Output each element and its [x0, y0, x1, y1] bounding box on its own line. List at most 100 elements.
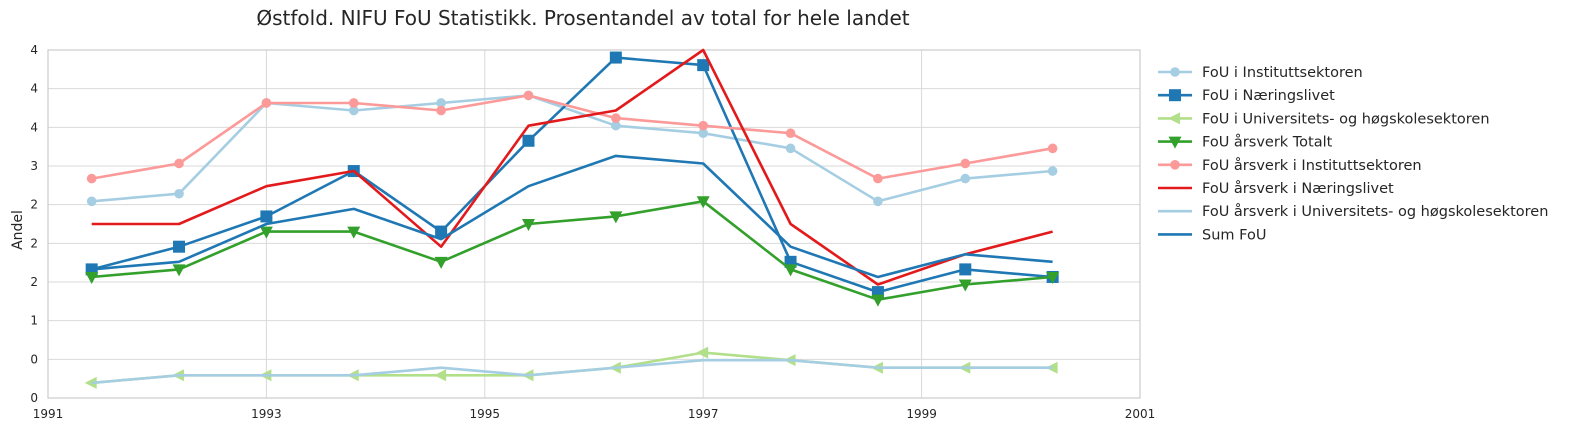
data-point [172, 264, 186, 277]
series-line [91, 94, 1053, 203]
data-point [785, 143, 796, 154]
legend-item: FoU i Instituttsektoren [1158, 65, 1363, 81]
series-6 [91, 48, 1053, 286]
legend: FoU i Instituttsektoren FoU i Næringslive… [1158, 65, 1548, 243]
data-point [871, 294, 885, 307]
data-point [523, 90, 534, 101]
data-point [958, 279, 972, 292]
y-axis-ticks: 0 0 1 2 2 2 3 4 4 4 [30, 43, 38, 405]
data-point [785, 128, 796, 139]
legend-item: FoU årsverk i Universitets- og høgskoles… [1158, 203, 1548, 220]
data-point [698, 128, 708, 139]
data-point [960, 158, 971, 169]
legend-item: FoU årsverk i Næringslivet [1158, 180, 1394, 197]
data-point [522, 134, 535, 147]
data-point [348, 98, 359, 108]
data-point [261, 98, 272, 108]
legend-marker [1170, 67, 1180, 77]
data-point [609, 211, 623, 224]
x-tick-label: 1995 [470, 407, 501, 421]
y-tick-label: 2 [30, 198, 38, 212]
data-point [1046, 271, 1060, 284]
legend-label: FoU i Næringslivet [1202, 88, 1335, 104]
data-point [696, 196, 710, 209]
legend-item: FoU årsverk Totalt [1158, 134, 1333, 151]
series-line [91, 358, 1053, 385]
data-point [521, 219, 535, 231]
data-point [434, 369, 447, 382]
series-line [91, 94, 1053, 180]
legend-label: FoU i Universitets- og høgskolesektoren [1202, 111, 1490, 127]
data-point [85, 271, 99, 284]
legend-label: Sum FoU [1202, 227, 1266, 243]
data-point [609, 51, 622, 64]
legend-item: FoU i Næringslivet [1158, 88, 1335, 104]
y-tick-label: 4 [30, 82, 38, 96]
x-axis-ticks: 1991 1993 1995 1997 1999 2001 [33, 407, 1156, 421]
y-tick-label: 4 [30, 43, 38, 57]
grid-lines [47, 49, 1141, 399]
x-tick-label: 1999 [906, 407, 937, 421]
legend-marker [1168, 112, 1180, 125]
x-tick-label: 2001 [1125, 407, 1156, 421]
series-8 [91, 154, 1053, 279]
data-point [611, 113, 621, 123]
series-line [91, 200, 1053, 302]
data-point [86, 196, 97, 207]
plot-area-frame [47, 49, 1141, 399]
y-tick-label: 3 [30, 159, 38, 173]
x-tick-label: 1993 [251, 407, 282, 421]
legend-label: FoU årsverk i Universitets- og høgskoles… [1202, 203, 1548, 220]
series-line [91, 56, 1053, 294]
data-point [873, 173, 883, 184]
legend-marker [1168, 136, 1182, 149]
x-tick-label: 1991 [33, 407, 64, 421]
data-point [435, 225, 448, 238]
series-layer [84, 48, 1060, 389]
y-tick-label: 2 [30, 236, 38, 250]
data-point [174, 158, 184, 169]
data-point [436, 98, 446, 108]
series-2 [85, 51, 1059, 299]
data-point [959, 263, 972, 276]
series-7 [91, 358, 1053, 385]
legend-item: FoU årsverk i Instituttsektoren [1158, 157, 1422, 174]
legend-marker [1169, 89, 1181, 102]
data-point [1047, 143, 1058, 154]
data-point [260, 210, 273, 223]
data-point [698, 120, 708, 131]
legend-label: FoU årsverk Totalt [1202, 134, 1333, 151]
data-point [259, 226, 273, 239]
y-tick-label: 1 [30, 314, 38, 328]
series-5 [86, 90, 1058, 184]
data-point [696, 346, 709, 359]
series-line [91, 48, 1053, 286]
data-point [436, 105, 446, 116]
y-tick-label: 0 [30, 352, 38, 366]
data-point [86, 173, 97, 184]
x-tick-label: 1997 [688, 407, 719, 421]
legend-label: FoU i Instituttsektoren [1202, 65, 1363, 81]
legend-item: Sum FoU [1158, 227, 1266, 243]
series-line [91, 154, 1053, 279]
data-point [697, 59, 710, 72]
data-point [960, 173, 971, 184]
legend-item: FoU i Universitets- og høgskolesektoren [1158, 111, 1490, 127]
y-tick-label: 0 [30, 391, 38, 405]
data-point [873, 196, 883, 207]
y-axis-label: Andel [10, 210, 26, 250]
legend-marker [1170, 160, 1180, 170]
data-point [1047, 166, 1058, 176]
data-point [434, 256, 448, 269]
series-4 [85, 196, 1060, 307]
y-tick-label: 4 [30, 120, 38, 134]
data-point [784, 264, 798, 277]
y-tick-label: 2 [30, 275, 38, 289]
data-point [348, 105, 359, 116]
data-point [84, 376, 97, 389]
data-point [347, 226, 361, 239]
chart-title: Østfold. NIFU FoU Statistikk. Prosentand… [256, 6, 909, 30]
data-point [174, 188, 184, 199]
data-point [611, 120, 621, 131]
